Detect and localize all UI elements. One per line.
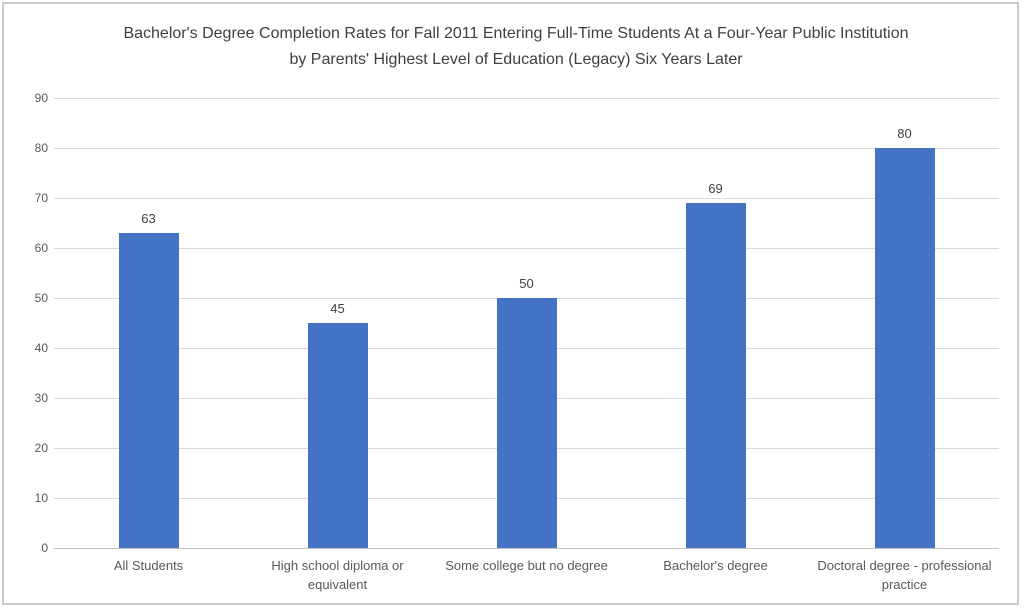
bar-value-label: 69 — [708, 181, 723, 196]
y-tick-label-60: 60 — [34, 241, 48, 255]
y-tick-label-0: 0 — [41, 541, 48, 555]
chart-title: Bachelor's Degree Completion Rates for F… — [123, 25, 918, 68]
bar-slot: 80 — [810, 98, 999, 548]
y-tick-label-40: 40 — [34, 341, 48, 355]
x-category-label: Some college but no degree — [445, 558, 608, 573]
gridline-y-90 — [54, 98, 999, 99]
bar-slot: 50 — [432, 98, 621, 548]
y-axis: 0 10 20 30 40 50 60 70 80 90 — [4, 91, 48, 555]
bar-3 — [496, 298, 557, 548]
y-tick-label-30: 30 — [34, 391, 48, 405]
y-tick-label-70: 70 — [34, 191, 48, 205]
bar-4 — [685, 203, 746, 548]
x-category-label: All Students — [113, 558, 184, 573]
bar-2 — [307, 323, 368, 548]
gridline-y-70 — [54, 198, 999, 199]
x-category-label: Bachelor's degree — [663, 558, 768, 573]
y-tick-label-80: 80 — [34, 141, 48, 155]
plot-area: 63 45 50 69 80 — [54, 98, 999, 549]
bar-1 — [118, 233, 179, 548]
y-tick-label-50: 50 — [34, 291, 48, 305]
gridline-y-80 — [54, 148, 999, 149]
bar-value-label: 63 — [141, 211, 156, 226]
bar-value-label: 50 — [519, 276, 534, 291]
y-tick-label-10: 10 — [34, 491, 48, 505]
bar-slot: 69 — [621, 98, 810, 548]
bar-value-label: 45 — [330, 301, 345, 316]
x-category-label: High school diploma or equivalent — [271, 558, 404, 592]
bar-5 — [874, 148, 935, 548]
y-tick-label-20: 20 — [34, 441, 48, 455]
bar-value-label: 80 — [897, 126, 912, 141]
y-tick-label-90: 90 — [34, 91, 48, 105]
x-category-label: Doctoral degree - professional practice — [817, 558, 992, 592]
bar-slot: 63 — [54, 98, 243, 548]
gridline-y-60 — [54, 248, 999, 249]
chart-border-frame: Bachelor's Degree Completion Rates for F… — [2, 2, 1019, 605]
bar-slot: 45 — [243, 98, 432, 548]
